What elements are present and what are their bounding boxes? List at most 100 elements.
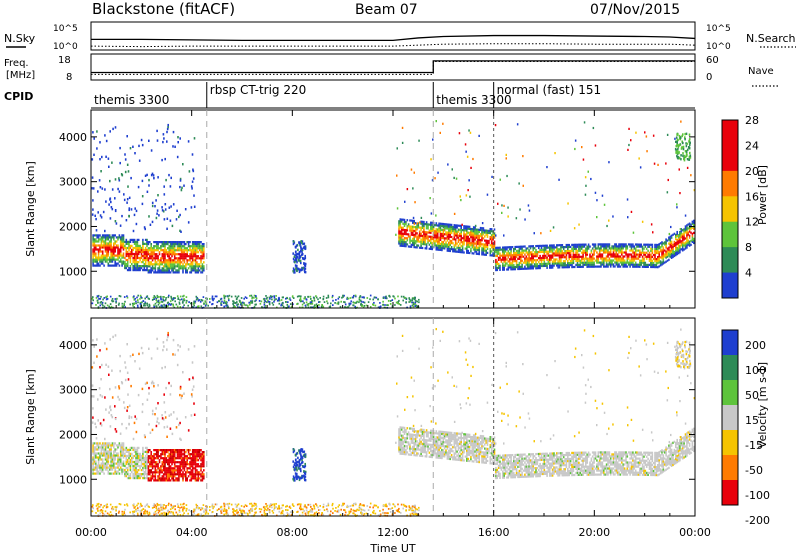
data-cell <box>686 166 689 169</box>
data-cell <box>585 251 587 254</box>
data-cell <box>431 243 433 247</box>
data-cell <box>125 263 128 266</box>
data-cell <box>497 248 500 251</box>
data-cell <box>110 200 112 204</box>
data-cell <box>155 451 158 454</box>
data-cell <box>670 242 673 245</box>
data-cell <box>110 252 112 255</box>
data-cell <box>97 250 100 253</box>
data-cell <box>472 252 475 255</box>
data-cell <box>637 263 640 266</box>
data-cell <box>589 263 591 266</box>
data-cell <box>680 248 683 251</box>
data-cell <box>466 245 468 248</box>
data-cell <box>171 459 173 462</box>
data-cell <box>191 253 194 256</box>
data-cell <box>560 258 562 261</box>
data-cell <box>93 248 96 251</box>
data-cell <box>101 252 104 255</box>
data-cell <box>551 254 554 257</box>
data-cell <box>95 448 97 451</box>
data-cell <box>549 254 551 257</box>
data-cell <box>132 267 134 270</box>
data-cell <box>129 254 132 258</box>
data-cell <box>131 248 133 252</box>
data-cell <box>185 257 187 260</box>
data-cell <box>591 263 594 266</box>
data-cell <box>372 298 374 301</box>
data-cell <box>688 230 691 233</box>
data-cell <box>430 221 432 224</box>
data-cell <box>107 250 110 253</box>
data-cell <box>464 143 467 146</box>
data-cell <box>97 211 99 214</box>
data-cell <box>587 243 590 246</box>
data-cell <box>161 479 164 482</box>
data-cell <box>169 467 172 470</box>
data-cell <box>687 233 689 236</box>
data-cell <box>607 245 609 248</box>
data-cell <box>679 231 681 234</box>
data-cell <box>187 259 190 262</box>
data-cell <box>510 256 512 259</box>
data-cell <box>223 299 226 302</box>
data-cell <box>178 265 180 268</box>
data-cell <box>118 462 121 465</box>
data-cell <box>143 269 146 272</box>
data-cell <box>690 243 692 246</box>
data-cell <box>236 301 238 303</box>
data-cell <box>406 233 409 236</box>
data-cell <box>684 136 686 139</box>
data-cell <box>190 253 193 256</box>
data-cell <box>484 249 486 252</box>
data-cell <box>179 255 182 258</box>
data-cell <box>169 257 172 260</box>
data-cell <box>461 223 463 226</box>
data-cell <box>445 243 447 246</box>
data-cell <box>342 294 344 297</box>
data-cell <box>172 453 175 456</box>
data-cell <box>681 235 684 238</box>
data-cell <box>502 258 504 261</box>
data-cell <box>474 250 476 253</box>
data-cell <box>594 191 597 194</box>
data-cell <box>168 473 170 476</box>
data-cell <box>223 296 226 299</box>
data-cell <box>492 252 494 255</box>
data-cell <box>546 244 548 247</box>
data-cell <box>147 263 150 266</box>
data-cell <box>680 240 683 243</box>
data-cell <box>582 257 584 260</box>
data-cell <box>558 250 561 253</box>
data-cell <box>190 261 193 264</box>
data-cell <box>296 264 298 268</box>
data-cell <box>118 264 121 267</box>
data-cell <box>114 178 117 181</box>
data-cell <box>176 261 179 264</box>
data-cell <box>172 461 175 464</box>
data-cell <box>104 446 107 449</box>
data-cell <box>110 454 112 457</box>
data-cell <box>191 251 194 254</box>
data-cell <box>424 231 427 234</box>
data-cell <box>124 469 126 472</box>
data-cell <box>128 254 130 258</box>
data-cell <box>587 265 590 268</box>
data-cell <box>178 261 180 264</box>
data-cell <box>105 296 107 299</box>
data-cell <box>654 259 656 263</box>
data-cell <box>119 452 122 455</box>
data-cell <box>179 229 181 232</box>
data-cell <box>503 258 505 261</box>
data-cell <box>688 138 691 141</box>
data-cell <box>144 265 147 268</box>
data-cell <box>400 218 403 221</box>
data-cell <box>161 471 164 474</box>
data-cell <box>129 477 132 480</box>
data-cell <box>634 253 637 256</box>
data-cell <box>353 301 356 304</box>
data-cell <box>406 237 409 240</box>
data-cell <box>179 179 182 182</box>
data-cell <box>562 246 565 249</box>
data-cell <box>100 244 103 247</box>
